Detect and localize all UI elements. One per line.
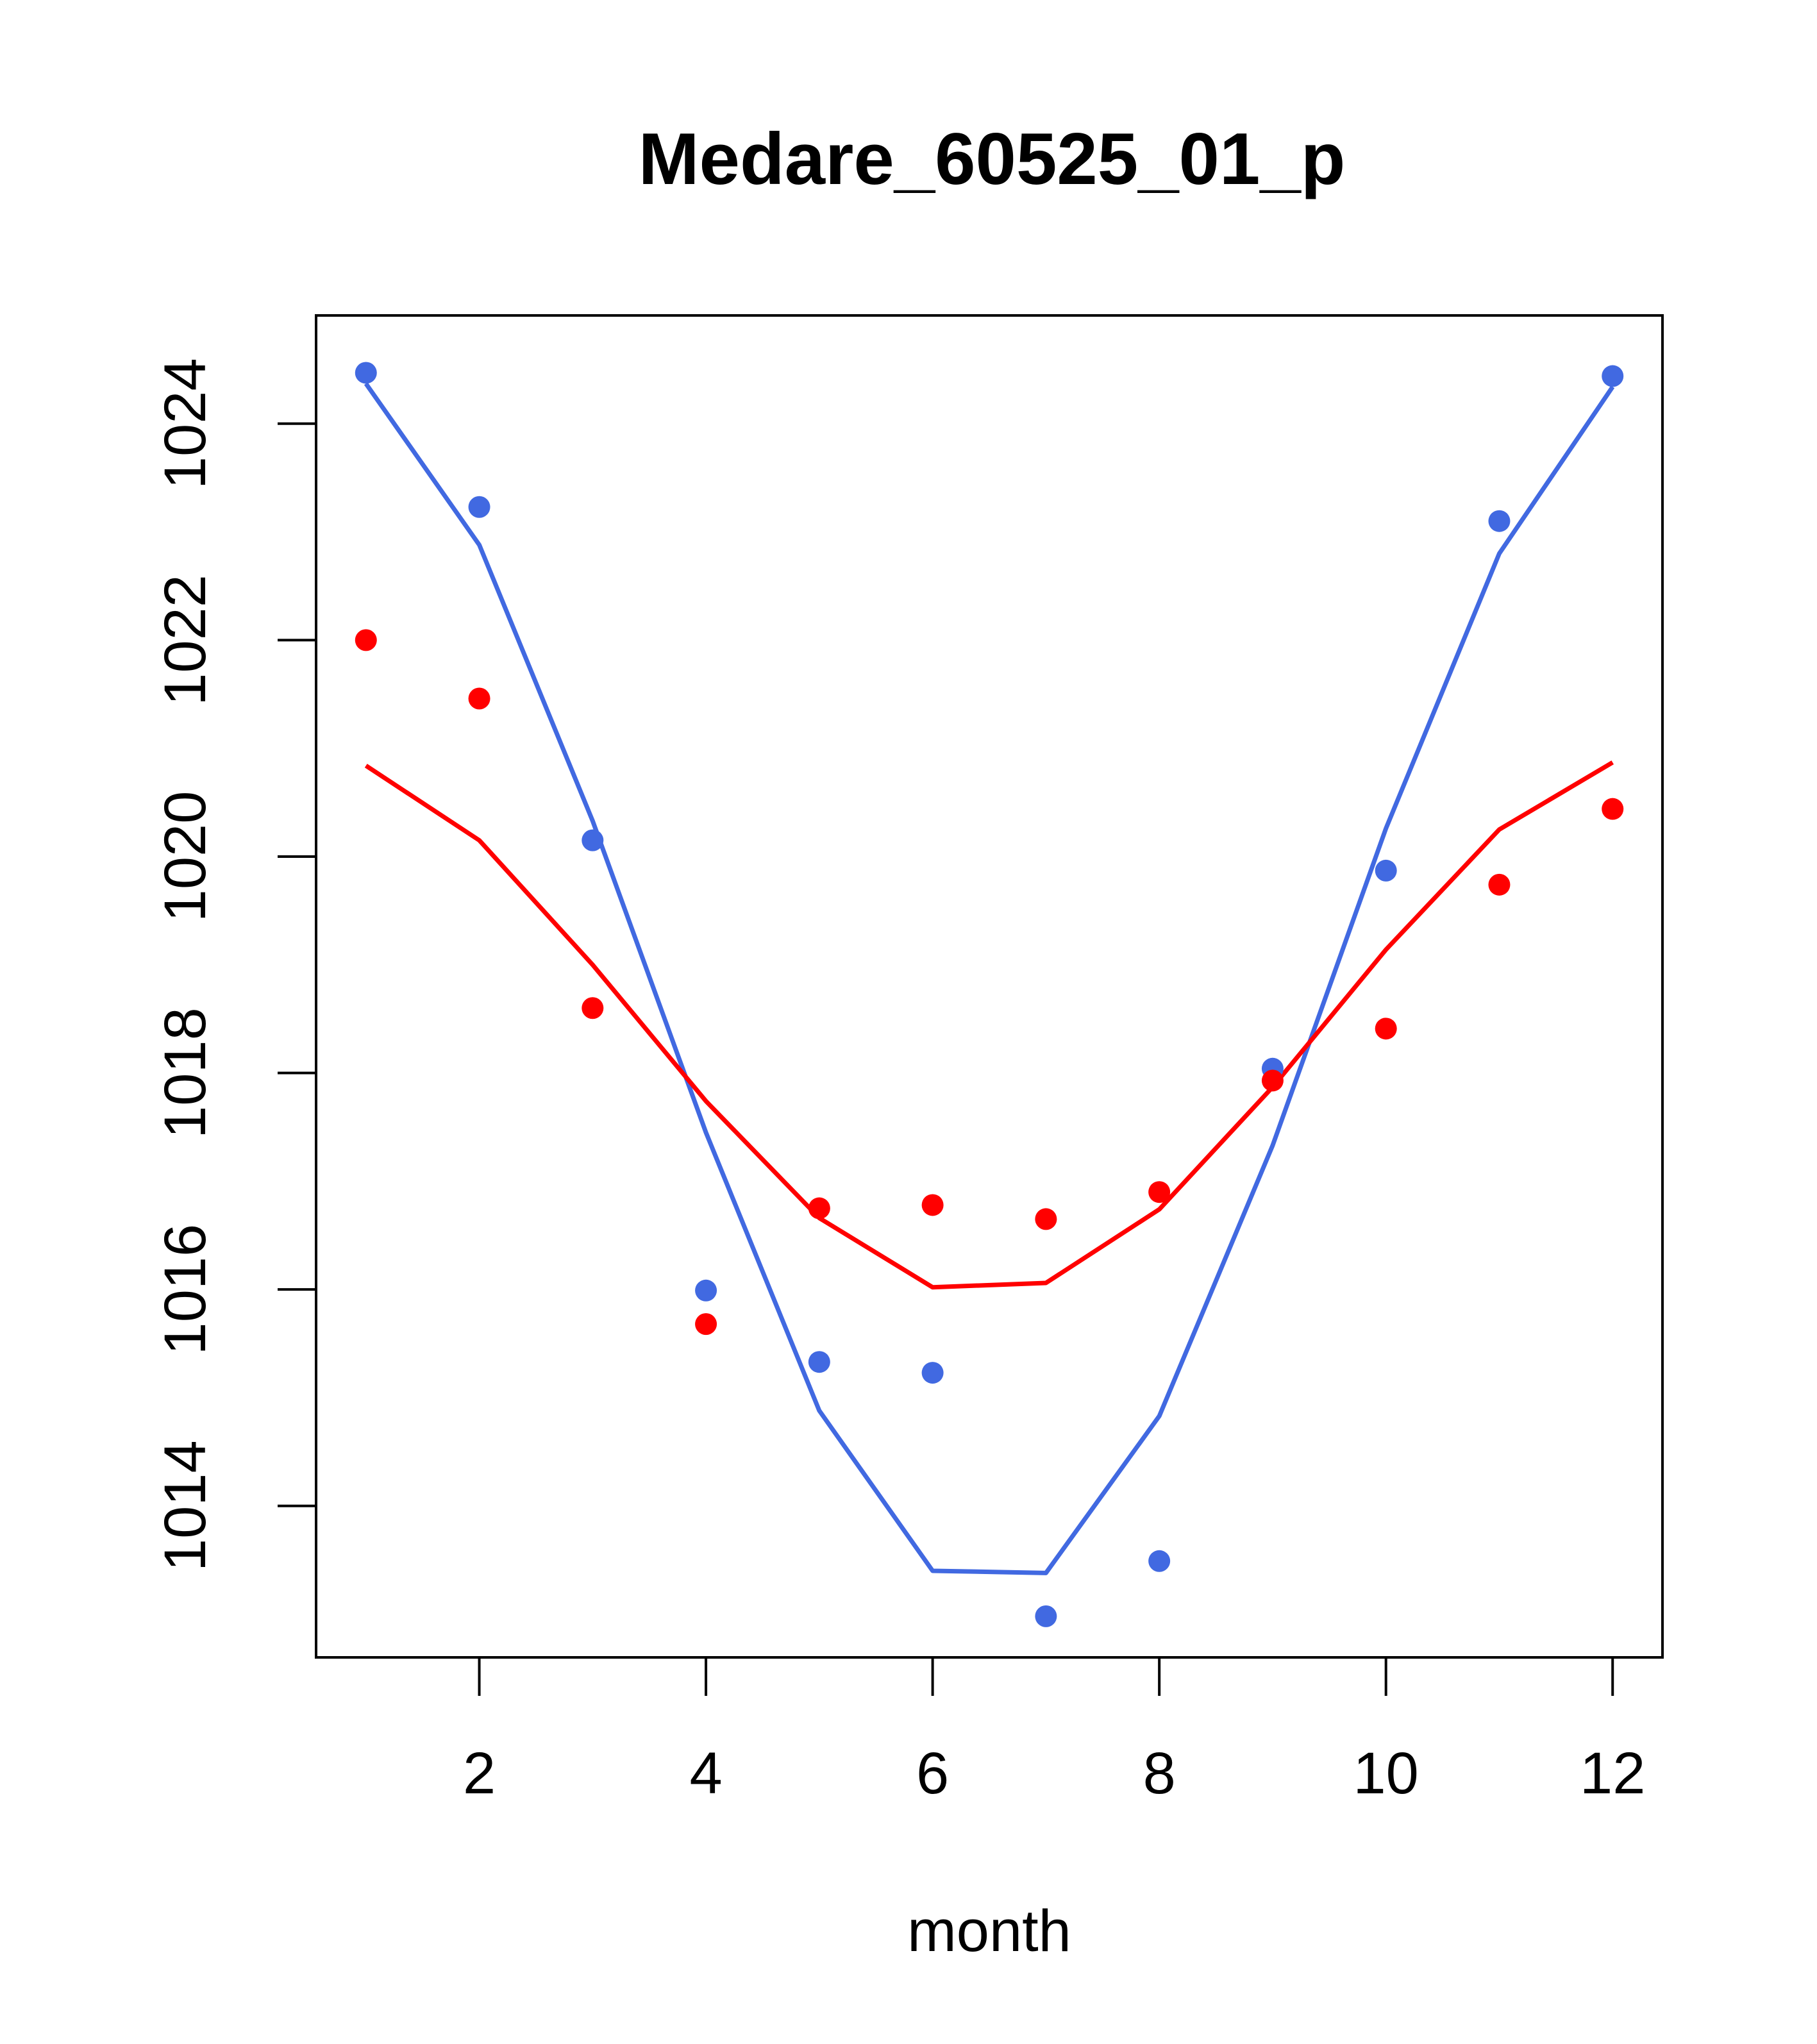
series-2-point	[1261, 1069, 1284, 1092]
series-2-point	[468, 687, 490, 710]
y-tick-label: 1024	[153, 358, 218, 489]
x-tick-label: 10	[1353, 1741, 1419, 1806]
x-tick-label: 4	[689, 1741, 722, 1806]
chart-title: Medare_60525_01_p	[639, 119, 1346, 200]
y-tick-label: 1018	[153, 1007, 218, 1139]
series-2-point	[1148, 1181, 1171, 1203]
series-2-point	[1488, 873, 1511, 896]
series-1-line	[364, 382, 1615, 1575]
y-tick-label: 1016	[153, 1224, 218, 1355]
series-layer	[355, 362, 1624, 1627]
y-tick-label: 1014	[153, 1440, 218, 1571]
series-1-point	[808, 1351, 830, 1373]
plot-frame	[315, 314, 1664, 1659]
series-2-point	[695, 1313, 717, 1336]
x-axis: 2 4 6 8 10 12	[463, 1656, 1645, 1806]
series-1-point	[1148, 1550, 1171, 1572]
series-1-point	[468, 496, 490, 518]
x-tick-label: 8	[1143, 1741, 1176, 1806]
series-2-point	[1602, 798, 1624, 820]
series-2-point	[582, 997, 604, 1019]
series-2-line	[364, 760, 1614, 1290]
y-tick-label: 1022	[153, 574, 218, 706]
series-1-point	[1375, 859, 1397, 882]
x-tick-label: 12	[1580, 1741, 1645, 1806]
series-2-point	[1035, 1208, 1057, 1230]
series-2-point	[921, 1194, 944, 1216]
series-2-point	[1375, 1018, 1397, 1040]
series-1-point	[582, 829, 604, 851]
series-1-point	[355, 362, 377, 384]
series-1-point	[1488, 510, 1511, 532]
series-2-point	[355, 629, 377, 651]
y-tick-label: 1020	[153, 791, 218, 923]
series-1-point	[1602, 365, 1624, 387]
series-2-point	[808, 1197, 830, 1219]
x-axis-label: month	[907, 1898, 1071, 1964]
y-axis: 1014 1016 1018 1020 1022 1024	[153, 358, 317, 1571]
series-1-point	[695, 1279, 717, 1302]
x-tick-label: 6	[916, 1741, 949, 1806]
x-tick-label: 2	[463, 1741, 496, 1806]
series-1-point	[1035, 1605, 1057, 1627]
series-1-point	[921, 1362, 944, 1384]
